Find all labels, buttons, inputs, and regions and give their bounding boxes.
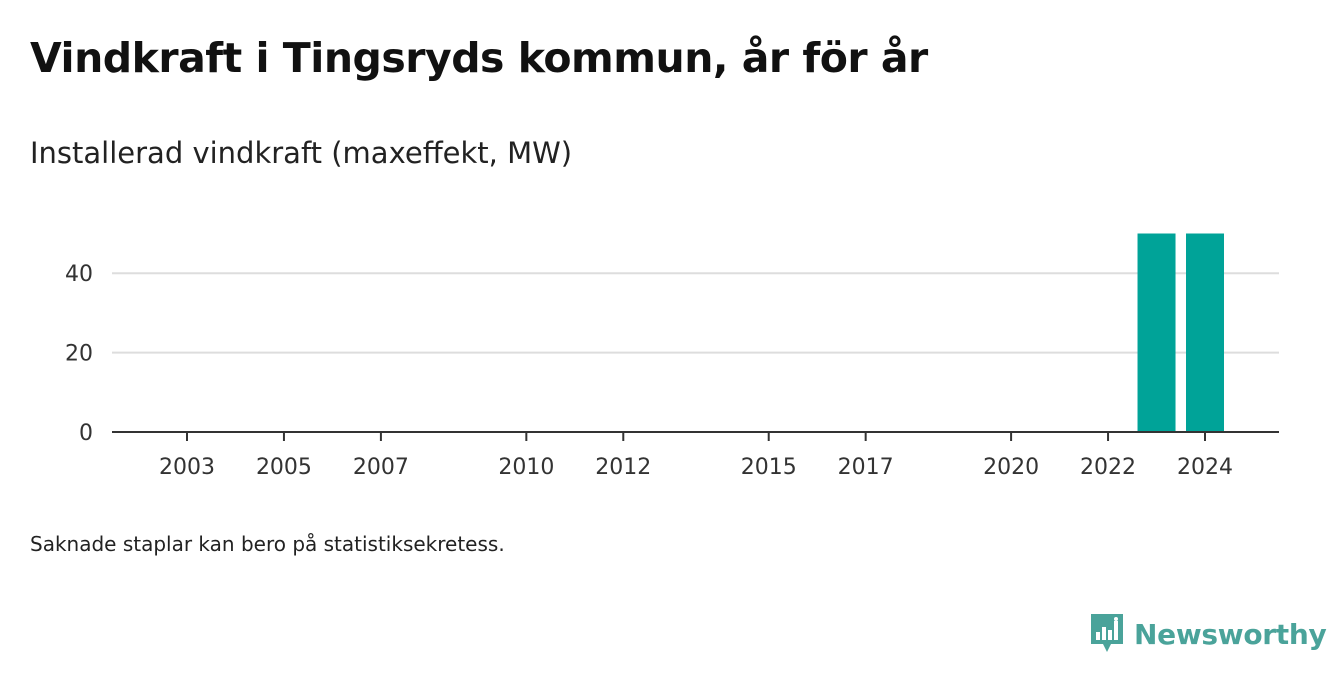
chart-subtitle: Installerad vindkraft (maxeffekt, MW) [30, 136, 573, 170]
footnote: Saknade staplar kan bero på statistiksek… [30, 532, 505, 556]
x-axis-ticks: 2003 2005 2007 2010 2012 2015 2017 2020 2022 2024 [159, 432, 1233, 480]
x-tick-label: 2003 [159, 455, 215, 480]
brand-logo[interactable]: Newsworthy [1088, 612, 1327, 656]
bars [1137, 233, 1224, 433]
x-tick-label: 2015 [741, 455, 797, 480]
x-tick-label: 2017 [838, 455, 894, 480]
x-tick-label: 2012 [595, 455, 651, 480]
y-tick-label: 20 [65, 342, 93, 367]
y-tick-label: 0 [79, 421, 93, 446]
y-tick-label: 40 [65, 262, 93, 287]
newsworthy-logo-icon [1091, 614, 1123, 652]
brand-name: Newsworthy [1134, 617, 1327, 651]
bar-2023[interactable] [1137, 233, 1176, 433]
x-tick-label: 2010 [498, 455, 554, 480]
x-tick-label: 2022 [1080, 455, 1136, 480]
y-axis-ticks: 0 20 40 [65, 262, 93, 446]
gridlines [112, 272, 1279, 354]
bar-2024[interactable] [1186, 233, 1224, 433]
chart-title: Vindkraft i Tingsryds kommun, år för år [30, 34, 928, 82]
x-tick-label: 2024 [1177, 455, 1233, 480]
x-tick-label: 2020 [983, 455, 1039, 480]
x-tick-label: 2007 [353, 455, 409, 480]
x-tick-label: 2005 [256, 455, 312, 480]
